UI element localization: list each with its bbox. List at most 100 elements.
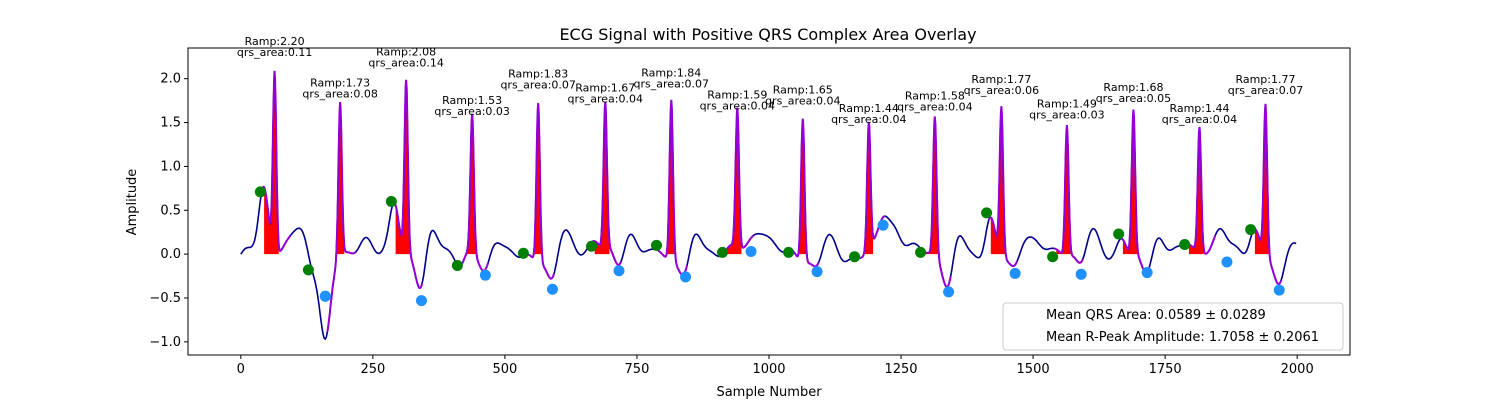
r-amplitude-label: Ramp:1.44 [839, 102, 899, 115]
r-amplitude-label: Ramp:1.77 [1235, 73, 1295, 86]
y-tick-label: 2.0 [160, 72, 181, 87]
qrs-area-label: qrs_area:0.05 [1096, 92, 1171, 105]
q-point-marker [849, 251, 861, 263]
x-tick-label: 500 [492, 362, 517, 377]
r-amplitude-label: Ramp:1.58 [905, 90, 965, 103]
qrs-segment-line [1251, 103, 1283, 286]
q-point-marker [783, 246, 795, 258]
s-point-marker [1141, 267, 1153, 279]
r-amplitude-label: Ramp:1.67 [575, 82, 635, 95]
q-point-marker [1245, 224, 1257, 236]
y-tick-label: 1.0 [160, 159, 181, 174]
x-tick-label: 2000 [1281, 362, 1314, 377]
q-point-marker [1047, 251, 1059, 263]
qrs-segment-line [592, 101, 623, 266]
qrs-segment-line [525, 102, 555, 280]
q-point-marker [915, 246, 927, 258]
s-point-marker [1075, 268, 1087, 280]
qrs-area-label: qrs_area:0.07 [1228, 84, 1303, 97]
y-tick-label: −1.0 [149, 335, 181, 350]
qrs-segment-line [987, 106, 1019, 267]
qrs-segment-line [921, 116, 952, 289]
x-tick-label: 0 [237, 362, 245, 377]
r-amplitude-label: Ramp:1.77 [971, 73, 1031, 86]
q-point-marker [586, 240, 598, 252]
s-point-marker [745, 245, 757, 257]
q-point-marker [517, 247, 529, 259]
legend-box [1002, 302, 1344, 351]
q-point-marker [1113, 228, 1125, 240]
qrs-area-label: qrs_area:0.07 [500, 79, 575, 92]
s-point-marker [1009, 267, 1021, 279]
s-point-marker [877, 219, 889, 231]
y-tick-label: 0.0 [160, 247, 181, 262]
s-point-marker [811, 266, 823, 278]
legend-entry-qrs-area: Mean QRS Area: 0.0589 ± 0.0289 [1046, 308, 1266, 323]
r-amplitude-label: Ramp:2.08 [376, 46, 436, 59]
s-point-marker [1273, 284, 1285, 296]
r-amplitude-label: Ramp:1.44 [1169, 102, 1229, 115]
qrs-segment-line [326, 102, 357, 332]
q-point-marker [385, 196, 397, 207]
q-point-marker [1179, 238, 1191, 250]
q-point-marker [981, 207, 993, 219]
qrs-area-label: qrs_area:0.04 [897, 101, 972, 114]
legend: Mean QRS Area: 0.0589 ± 0.0289 Mean R-Pe… [1002, 302, 1344, 351]
qrs-area-label: qrs_area:0.07 [634, 78, 709, 91]
r-amplitude-label: Ramp:1.59 [707, 89, 767, 102]
qrs-area-label: qrs_area:0.04 [568, 93, 643, 106]
s-point-marker [319, 290, 331, 302]
qrs-area-label: qrs_area:0.04 [765, 94, 840, 107]
q-point-marker [254, 186, 266, 198]
qrs-area-label: qrs_area:0.03 [434, 105, 509, 118]
qrs-area-label: qrs_area:0.04 [831, 113, 906, 126]
x-tick-label: 1000 [752, 362, 785, 377]
qrs-area-label: qrs_area:0.06 [964, 84, 1039, 97]
legend-entry-r-peak-amplitude: Mean R-Peak Amplitude: 1.7058 ± 0.2061 [1046, 330, 1319, 345]
y-axis: −1.0 −0.5 0.0 0.5 1.0 1.5 2.0 [149, 72, 188, 350]
qrs-area-label: qrs_area:0.04 [1162, 113, 1237, 126]
x-tick-label: 1500 [1017, 362, 1050, 377]
qrs-area-label: qrs_area:0.03 [1029, 108, 1104, 121]
y-tick-label: 1.5 [160, 116, 181, 131]
qrs-segment-line [260, 70, 292, 253]
x-axis: 0 250 500 750 1000 1250 1500 1750 2000 [237, 355, 1314, 377]
x-tick-label: 1250 [884, 362, 917, 377]
qrs-area-label: qrs_area:0.08 [302, 87, 377, 100]
s-point-marker [613, 265, 625, 277]
s-point-marker [415, 295, 427, 307]
r-amplitude-label: Ramp:1.83 [508, 68, 568, 81]
qrs-area-label: qrs_area:0.14 [368, 57, 443, 70]
x-tick-label: 1750 [1149, 362, 1182, 377]
y-axis-label: Amplitude [125, 169, 140, 236]
qrs-segment-line [1053, 125, 1084, 264]
qrs-area-label: qrs_area:0.11 [237, 46, 312, 59]
r-amplitude-label: Ramp:1.73 [310, 76, 370, 89]
plot-area: Ramp:2.20qrs_area:0.11Ramp:1.73qrs_area:… [237, 35, 1303, 341]
r-amplitude-label: Ramp:1.49 [1037, 97, 1097, 110]
x-tick-label: 250 [360, 362, 385, 377]
r-amplitude-label: Ramp:2.20 [245, 35, 305, 48]
qrs-segment-line [392, 79, 423, 290]
qrs-area-label: qrs_area:0.04 [700, 100, 775, 113]
qrs-segment-line [1186, 126, 1217, 255]
qrs-segment-line [723, 107, 754, 253]
x-axis-label: Sample Number [716, 385, 822, 400]
r-amplitude-label: Ramp:1.68 [1103, 81, 1163, 94]
y-tick-label: 0.5 [160, 203, 181, 218]
s-point-marker [680, 271, 692, 283]
qrs-segment-line [790, 118, 820, 268]
r-amplitude-label: Ramp:1.53 [442, 94, 502, 107]
s-point-marker [479, 269, 491, 281]
q-point-marker [302, 264, 314, 276]
chart-title: ECG Signal with Positive QRS Complex Are… [559, 25, 976, 44]
s-point-marker [1221, 256, 1233, 268]
r-amplitude-label: Ramp:1.84 [641, 67, 701, 80]
markers [254, 186, 1285, 307]
s-point-marker [546, 283, 558, 295]
s-point-marker [943, 286, 955, 298]
x-tick-label: 750 [625, 362, 650, 377]
q-point-marker [717, 246, 729, 258]
y-tick-label: −0.5 [149, 291, 181, 306]
